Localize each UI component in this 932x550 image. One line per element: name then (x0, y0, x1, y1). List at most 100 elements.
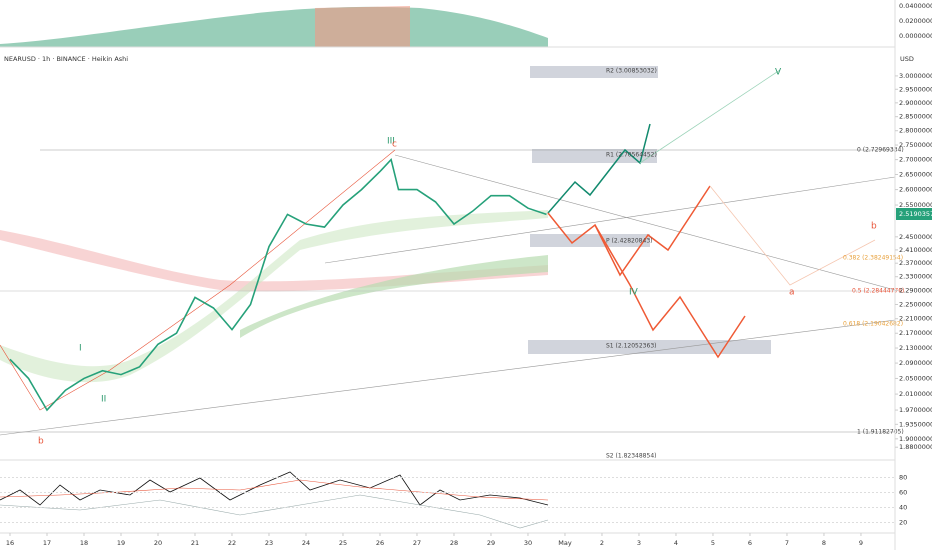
x-tick-label: 19 (117, 539, 125, 547)
x-tick-label: 27 (413, 539, 421, 547)
x-tick-label: 26 (376, 539, 384, 547)
pivot-label: R2 (3.00853032) (606, 68, 657, 75)
x-tick-label: 9 (859, 539, 863, 547)
rsi-line (0, 471, 549, 506)
x-tick-label: 21 (191, 539, 199, 547)
rsi-tick: 60 (899, 489, 907, 497)
y-tick-label: 2.55000000 (899, 201, 932, 209)
x-tick-label: May (558, 539, 572, 547)
macd-histogram (0, 6, 548, 48)
projection-alt (547, 185, 711, 277)
y-tick-label: 2.17000000 (899, 329, 932, 337)
y-tick-label: 1.88000000 (899, 443, 932, 451)
projection-up (547, 123, 651, 214)
x-tick-label: 2 (600, 539, 604, 547)
fib-label: 0.5 (2.28444776) (852, 288, 904, 295)
pivot-box (530, 234, 650, 247)
wave-label: b (38, 437, 44, 447)
wave-label: III (387, 137, 395, 147)
y-tick-label: 2.80000000 (899, 127, 932, 135)
x-tick-label: 29 (487, 539, 495, 547)
fib-label: 0.618 (2.19042682) (843, 321, 903, 328)
wave-label: I (79, 344, 82, 354)
x-tick-label: 8 (822, 539, 826, 547)
wave-label: V (775, 68, 782, 78)
price-line (9, 157, 547, 412)
rsi-slow (0, 494, 549, 529)
rsi-ma (0, 479, 549, 501)
ribbon-green-2 (0, 210, 548, 383)
projection-faint (639, 69, 781, 164)
y-tick-label: 2.41000000 (899, 246, 932, 254)
x-tick-label: 20 (154, 539, 162, 547)
y-tick-label: 2.75000000 (899, 141, 932, 149)
y-tick-label: 2.95000000 (899, 85, 932, 93)
wave-label: b (871, 222, 877, 232)
projection-faint (709, 185, 876, 286)
fib-label: 0.382 (2.38249154) (843, 255, 903, 262)
y-tick-label: 2.25000000 (899, 300, 932, 308)
pivot-label: S2 (1.82348854) (606, 453, 656, 460)
fib-label: 0 (2.72969334) (857, 147, 904, 154)
y-tick-label: 2.13000000 (899, 344, 932, 352)
macd-tick: 0.02000000 (899, 17, 932, 25)
projection-down (594, 224, 746, 359)
x-tick-label: 16 (6, 539, 14, 547)
x-tick-label: 25 (339, 539, 347, 547)
x-tick-label: 6 (748, 539, 752, 547)
y-tick-label: 2.60000000 (899, 186, 932, 194)
y-tick-label: 2.01000000 (899, 390, 932, 398)
trend-line (394, 154, 896, 291)
y-tick-label: 2.45000000 (899, 233, 932, 241)
wave-label: II (101, 395, 106, 405)
y-tick-label: 1.90000000 (899, 435, 932, 443)
y-tick-label: 2.65000000 (899, 170, 932, 178)
pivot-box (532, 149, 657, 163)
pivot-box (530, 66, 658, 78)
y-tick-label: 1.93500000 (899, 420, 932, 428)
x-tick-label: 17 (43, 539, 51, 547)
y-tick-label: 1.97000000 (899, 406, 932, 414)
y-tick-label: 2.90000000 (899, 99, 932, 107)
trend-line (324, 176, 896, 264)
x-tick-label: 18 (80, 539, 88, 547)
x-tick-label: 30 (524, 539, 532, 547)
y-tick-label: 2.05000000 (899, 374, 932, 382)
rsi-tick: 20 (899, 519, 907, 527)
wave-label: a (789, 288, 795, 298)
x-tick-label: 4 (674, 539, 678, 547)
x-tick-label: 3 (637, 539, 641, 547)
x-tick-label: 28 (450, 539, 458, 547)
fib-label: 1 (1.91182705) (857, 429, 904, 436)
x-tick-label: 7 (785, 539, 789, 547)
y-tick-label: 3.00000000 (899, 72, 932, 80)
wave-label: c (392, 140, 397, 150)
wave-line (0, 149, 396, 411)
ribbon-green (240, 255, 548, 338)
y-tick-label: 2.09000000 (899, 359, 932, 367)
x-tick-label: 23 (265, 539, 273, 547)
pivot-label: P (2.42820843) (606, 238, 652, 245)
x-tick-label: 5 (711, 539, 715, 547)
pivot-label: S1 (2.12052363) (606, 343, 656, 350)
symbol-title: NEARUSD · 1h · BINANCE · Heikin Ashi (4, 55, 128, 63)
macd-tick: 0.04000000 (899, 2, 932, 10)
y-tick-label: 2.70000000 (899, 156, 932, 164)
x-tick-label: 22 (228, 539, 236, 547)
wave-label: IV (629, 288, 639, 298)
y-tick-label: 2.29000000 (899, 286, 932, 294)
y-tick-label: 2.33000000 (899, 273, 932, 281)
currency: USD (900, 55, 914, 63)
y-tick-label: 2.85000000 (899, 113, 932, 121)
y-tick-label: 2.21000000 (899, 315, 932, 323)
price-tag (896, 208, 932, 220)
y-tick-label: 2.37000000 (899, 259, 932, 267)
trend-line (0, 319, 896, 436)
macd-tick: 0.00000000 (899, 32, 932, 40)
rsi-tick: 80 (899, 474, 907, 482)
last-price: 2.51903572 (899, 210, 932, 218)
rsi-tick: 40 (899, 504, 907, 512)
x-tick-label: 24 (302, 539, 310, 547)
pivot-label: R1 (2.70564452) (606, 152, 657, 159)
